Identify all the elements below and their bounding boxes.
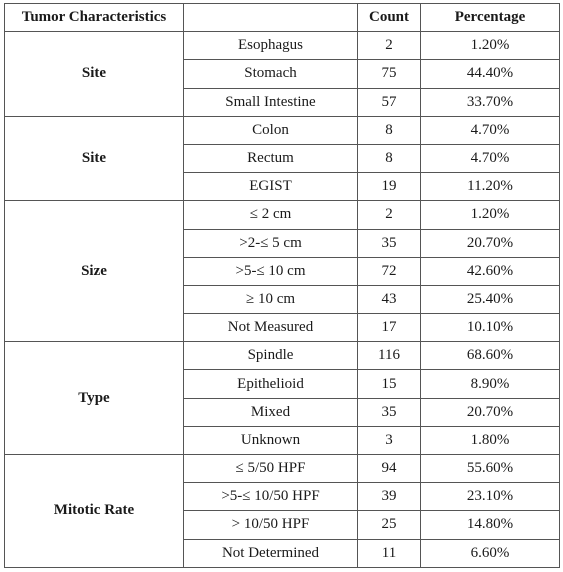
row-name: Epithelioid — [183, 369, 358, 399]
row-name: >5-≤ 10/50 HPF — [183, 482, 358, 512]
row-percentage: 68.60% — [420, 341, 560, 371]
table-row: Mitotic Rate ≤ 5/50 HPF 94 55.60% — [4, 453, 560, 568]
table-row: > 10/50 HPF 25 14.80% — [5, 510, 560, 540]
header-count: Count — [357, 2, 421, 33]
row-percentage: 42.60% — [420, 256, 560, 286]
row-count: 39 — [357, 482, 421, 512]
row-count: 35 — [357, 228, 421, 258]
row-count: 8 — [357, 115, 421, 145]
row-count: 17 — [357, 313, 421, 343]
row-percentage: 6.60% — [420, 538, 560, 568]
row-count: 75 — [357, 59, 421, 89]
row-name: Spindle — [183, 341, 358, 371]
row-name: > 10/50 HPF — [183, 510, 358, 540]
row-count: 94 — [357, 453, 421, 484]
row-name: Not Determined — [183, 538, 358, 568]
table-row: EGIST 19 11.20% — [5, 172, 560, 202]
row-percentage: 14.80% — [420, 510, 560, 540]
table-row: Stomach 75 44.40% — [5, 59, 560, 89]
row-percentage: 8.90% — [420, 369, 560, 399]
group-label-mitotic-rate: Mitotic Rate — [4, 454, 184, 568]
row-percentage: 4.70% — [420, 115, 560, 145]
row-percentage: 44.40% — [420, 59, 560, 89]
row-count: 35 — [357, 397, 421, 427]
row-name: EGIST — [183, 172, 358, 202]
row-percentage: 23.10% — [420, 482, 560, 512]
row-count: 43 — [357, 284, 421, 315]
row-name: >2-≤ 5 cm — [183, 228, 358, 258]
row-name: >5-≤ 10 cm — [183, 256, 358, 286]
row-name: Stomach — [183, 59, 358, 89]
table-row: Unknown 3 1.80% — [5, 425, 560, 456]
row-percentage: 11.20% — [420, 172, 560, 202]
row-name: Rectum — [183, 143, 358, 174]
row-count: 116 — [357, 341, 421, 371]
row-count: 25 — [357, 510, 421, 540]
row-count: 15 — [357, 369, 421, 399]
row-count: 2 — [357, 200, 421, 230]
header-tumor-characteristics: Tumor Characteristics — [4, 2, 184, 33]
group-label-site: Site — [4, 31, 184, 117]
table-row: Not Measured 17 10.10% — [5, 313, 560, 343]
table-row: >5-≤ 10 cm 72 42.60% — [5, 256, 560, 286]
row-name: ≥ 10 cm — [183, 284, 358, 315]
row-name: Mixed — [183, 397, 358, 427]
header-percentage: Percentage — [420, 2, 560, 33]
row-percentage: 55.60% — [420, 453, 560, 484]
row-name: Esophagus — [183, 31, 358, 61]
row-count: 8 — [357, 143, 421, 174]
row-count: 19 — [357, 172, 421, 202]
row-percentage: 1.80% — [420, 425, 560, 456]
header-subcategory — [183, 2, 358, 33]
row-count: 3 — [357, 425, 421, 456]
table-row: Small Intestine 57 33.70% — [5, 87, 560, 117]
row-percentage: 1.20% — [420, 31, 560, 61]
group-label-site: Site — [4, 115, 184, 202]
table-row: Site Esophagus 2 1.20% — [4, 31, 560, 117]
row-name: Small Intestine — [183, 87, 358, 117]
table-row: >5-≤ 10/50 HPF 39 23.10% — [5, 482, 560, 512]
row-percentage: 10.10% — [420, 313, 560, 343]
row-count: 2 — [357, 31, 421, 61]
table-row: Not Determined 11 6.60% — [5, 538, 560, 568]
row-name: ≤ 5/50 HPF — [183, 453, 358, 484]
table-row: Size ≤ 2 cm 2 1.20% — [4, 200, 560, 343]
group-label-size: Size — [4, 200, 184, 343]
row-percentage: 33.70% — [420, 87, 560, 117]
header-row: Tumor Characteristics Count Percentage — [4, 2, 560, 33]
group-label-type: Type — [4, 341, 184, 455]
table-row: Type Spindle 116 68.60% — [4, 341, 560, 455]
row-percentage: 1.20% — [420, 200, 560, 230]
row-count: 72 — [357, 256, 421, 286]
row-count: 11 — [357, 538, 421, 568]
row-percentage: 20.70% — [420, 397, 560, 427]
row-count: 57 — [357, 87, 421, 117]
row-name: Not Measured — [183, 313, 358, 343]
row-name: ≤ 2 cm — [183, 200, 358, 230]
row-percentage: 4.70% — [420, 143, 560, 174]
row-percentage: 25.40% — [420, 284, 560, 315]
row-name: Colon — [183, 115, 358, 145]
tumor-characteristics-table: Tumor Characteristics Count Percentage S… — [4, 2, 560, 568]
row-name: Unknown — [183, 425, 358, 456]
row-percentage: 20.70% — [420, 228, 560, 258]
table-row: Site Colon 8 4.70% — [4, 115, 560, 202]
table-row: Rectum 8 4.70% — [5, 143, 560, 174]
